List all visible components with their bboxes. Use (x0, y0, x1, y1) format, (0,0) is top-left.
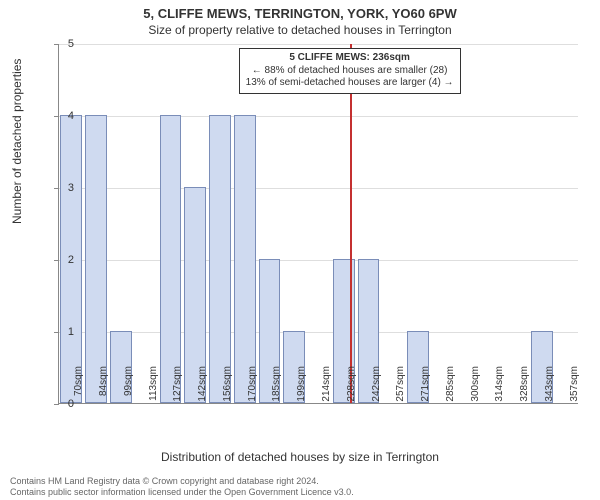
ytick-label: 2 (54, 254, 74, 266)
xtick-label: 357sqm (569, 366, 580, 402)
xtick-label: 142sqm (197, 366, 208, 402)
page-title: 5, CLIFFE MEWS, TERRINGTON, YORK, YO60 6… (0, 0, 600, 21)
histogram-bar (160, 115, 182, 403)
gridline (59, 44, 578, 45)
xtick-label: 300sqm (470, 366, 481, 402)
callout-line: 13% of semi-detached houses are larger (… (246, 77, 454, 90)
footer-line1: Contains HM Land Registry data © Crown c… (10, 476, 354, 487)
ytick-label: 0 (54, 398, 74, 410)
footer-attribution: Contains HM Land Registry data © Crown c… (10, 476, 354, 498)
marker-callout: 5 CLIFFE MEWS: 236sqm← 88% of detached h… (239, 48, 461, 94)
y-axis-label: Number of detached properties (10, 59, 24, 224)
gridline (59, 260, 578, 261)
xtick-label: 285sqm (445, 366, 456, 402)
xtick-label: 185sqm (271, 366, 282, 402)
xtick-label: 314sqm (494, 366, 505, 402)
x-axis-label: Distribution of detached houses by size … (0, 450, 600, 464)
chart-area: 5 CLIFFE MEWS: 236sqm← 88% of detached h… (58, 44, 578, 404)
histogram-bar (209, 115, 231, 403)
callout-line: 5 CLIFFE MEWS: 236sqm (246, 52, 454, 65)
xtick-label: 271sqm (420, 366, 431, 402)
xtick-label: 343sqm (544, 366, 555, 402)
histogram-bar (234, 115, 256, 403)
xtick-label: 170sqm (247, 366, 258, 402)
xtick-label: 228sqm (346, 366, 357, 402)
xtick-label: 214sqm (321, 366, 332, 402)
xtick-label: 70sqm (73, 366, 84, 396)
ytick-label: 3 (54, 182, 74, 194)
histogram-bar (85, 115, 107, 403)
xtick-label: 99sqm (123, 366, 134, 396)
xtick-label: 113sqm (148, 366, 159, 401)
xtick-label: 127sqm (172, 366, 183, 402)
gridline (59, 116, 578, 117)
footer-line2: Contains public sector information licen… (10, 487, 354, 498)
xtick-label: 257sqm (395, 366, 406, 402)
xtick-label: 328sqm (519, 366, 530, 402)
ytick-label: 5 (54, 38, 74, 50)
plot-area: 5 CLIFFE MEWS: 236sqm← 88% of detached h… (58, 44, 578, 404)
ytick-label: 4 (54, 110, 74, 122)
callout-line: ← 88% of detached houses are smaller (28… (246, 65, 454, 78)
marker-line (350, 44, 352, 403)
gridline (59, 188, 578, 189)
xtick-label: 199sqm (296, 366, 307, 402)
page-subtitle: Size of property relative to detached ho… (0, 21, 600, 37)
gridline (59, 332, 578, 333)
ytick-label: 1 (54, 326, 74, 338)
xtick-label: 84sqm (98, 366, 109, 396)
xtick-label: 156sqm (222, 366, 233, 402)
xtick-label: 242sqm (371, 366, 382, 402)
